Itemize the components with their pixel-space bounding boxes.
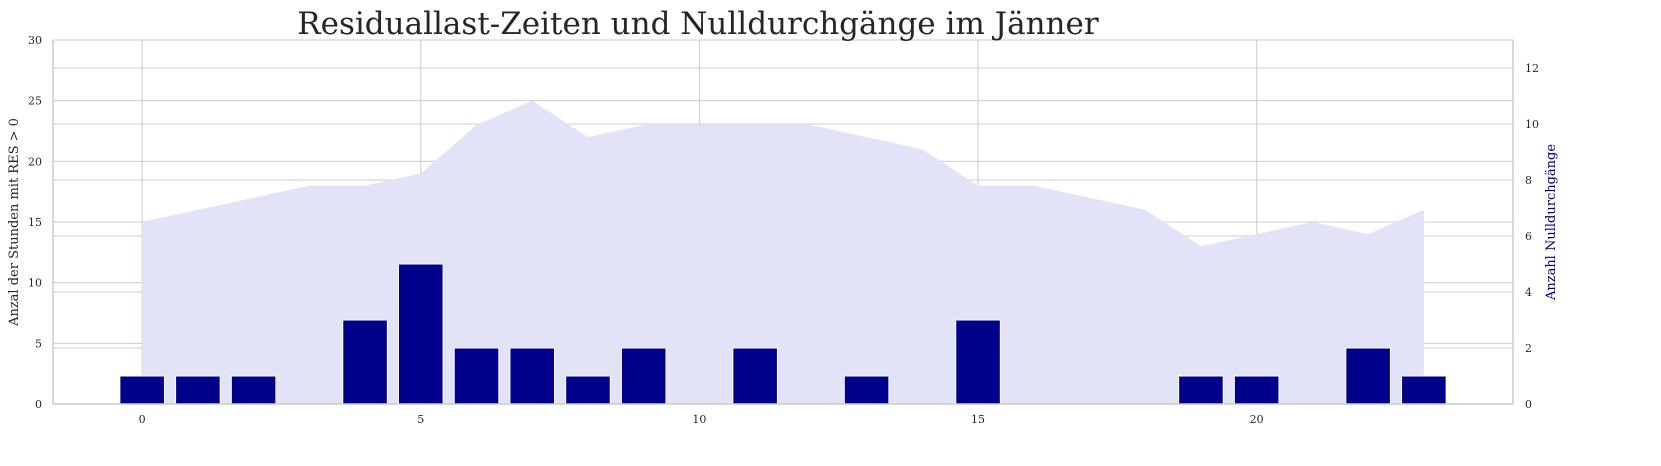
right-y-tick-label: 8 bbox=[1525, 174, 1532, 187]
right-y-tick-label: 0 bbox=[1525, 398, 1532, 411]
left-y-tick-label: 30 bbox=[28, 34, 42, 47]
bar-zero-crossings bbox=[453, 347, 500, 405]
left-y-tick-label: 25 bbox=[28, 95, 42, 108]
area-hours-res-positive bbox=[142, 100, 1424, 405]
right-y-tick-label: 6 bbox=[1525, 230, 1532, 243]
x-tick-label: 20 bbox=[1250, 413, 1264, 426]
bar-zero-crossings bbox=[565, 375, 611, 405]
left-y-tick-label: 15 bbox=[28, 216, 42, 229]
left-y-tick-label: 10 bbox=[28, 277, 42, 290]
bar-zero-crossings bbox=[342, 319, 388, 405]
x-tick-label: 15 bbox=[971, 413, 985, 426]
bar-zero-crossings bbox=[732, 347, 778, 405]
x-tick-label: 10 bbox=[692, 413, 706, 426]
right-y-tick-label: 4 bbox=[1525, 286, 1532, 299]
chart-title: Residuallast-Zeiten und Nulldurchgänge i… bbox=[297, 6, 1099, 42]
x-tick-label: 0 bbox=[139, 413, 146, 426]
left-axis-label: Anzal der Stunden mit RES > 0 bbox=[7, 118, 22, 327]
right-y-tick-label: 10 bbox=[1525, 118, 1539, 131]
bar-series bbox=[119, 263, 1447, 405]
left-y-tick-label: 5 bbox=[35, 337, 42, 350]
bar-zero-crossings bbox=[119, 375, 165, 405]
left-y-tick-label: 20 bbox=[28, 155, 42, 168]
right-axis-label: Anzahl Nulldurchgänge bbox=[1544, 144, 1559, 301]
x-tick-label: 5 bbox=[417, 413, 424, 426]
left-y-tick-label: 0 bbox=[35, 398, 42, 411]
bar-zero-crossings bbox=[1178, 375, 1224, 405]
bar-zero-crossings bbox=[1345, 347, 1391, 405]
area-series bbox=[142, 100, 1424, 405]
bar-zero-crossings bbox=[509, 347, 556, 405]
bar-zero-crossings bbox=[230, 375, 277, 405]
right-y-tick-label: 2 bbox=[1525, 342, 1532, 355]
bar-zero-crossings bbox=[175, 375, 221, 405]
tick-labels: 0 5 10 15 20 0 5 10 15 20 25 30 0 2 4 6 8 10 12 bbox=[28, 34, 1539, 426]
bar-zero-crossings bbox=[397, 263, 444, 405]
bar-zero-crossings bbox=[1401, 375, 1447, 405]
bar-zero-crossings bbox=[1233, 375, 1280, 405]
bar-zero-crossings bbox=[843, 375, 890, 405]
bar-zero-crossings bbox=[620, 347, 667, 405]
right-y-tick-label: 12 bbox=[1525, 62, 1539, 75]
axes bbox=[52, 40, 1514, 405]
bar-zero-crossings bbox=[955, 319, 1001, 405]
